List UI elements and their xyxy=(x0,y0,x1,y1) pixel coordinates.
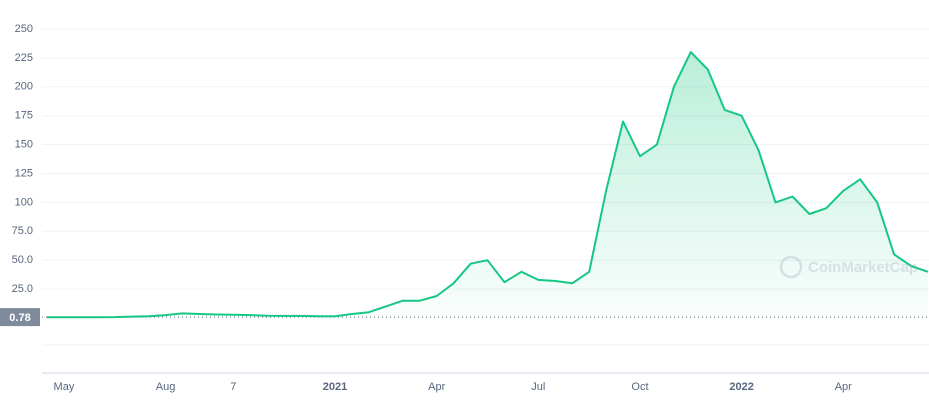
x-tick-label: 2022 xyxy=(729,381,753,393)
y-tick-label: 150 xyxy=(15,139,33,151)
y-tick-label: 225 xyxy=(15,52,33,64)
x-tick-label: 2021 xyxy=(323,381,347,393)
reference-badge xyxy=(0,308,40,327)
y-tick-label: 50.0 xyxy=(12,254,33,266)
price-line xyxy=(46,51,929,319)
y-tick-label: 175 xyxy=(15,110,33,122)
watermark: CoinMarketCap xyxy=(779,255,918,279)
area xyxy=(47,52,928,318)
y-tick-label: 125 xyxy=(15,167,33,179)
y-tick-label: 250 xyxy=(15,23,33,35)
x-tick-label: Apr xyxy=(835,381,852,393)
x-tick-label: Aug xyxy=(156,381,176,393)
y-tick-label: 200 xyxy=(15,81,33,93)
x-tick-label: Oct xyxy=(631,381,648,393)
x-tick-label: 7 xyxy=(230,381,236,393)
x-tick-label: Jul xyxy=(531,381,545,393)
watermark-logo xyxy=(779,255,803,279)
reference-label: 0.78 xyxy=(9,312,30,324)
watermark-text: CoinMarketCap xyxy=(808,259,918,276)
y-tick-label: 75.0 xyxy=(12,225,33,237)
x-tick-label: Apr xyxy=(428,381,445,393)
y-tick-label: 25.0 xyxy=(12,283,33,295)
x-tick-label: May xyxy=(54,381,75,393)
y-tick-label: 100 xyxy=(15,196,33,208)
